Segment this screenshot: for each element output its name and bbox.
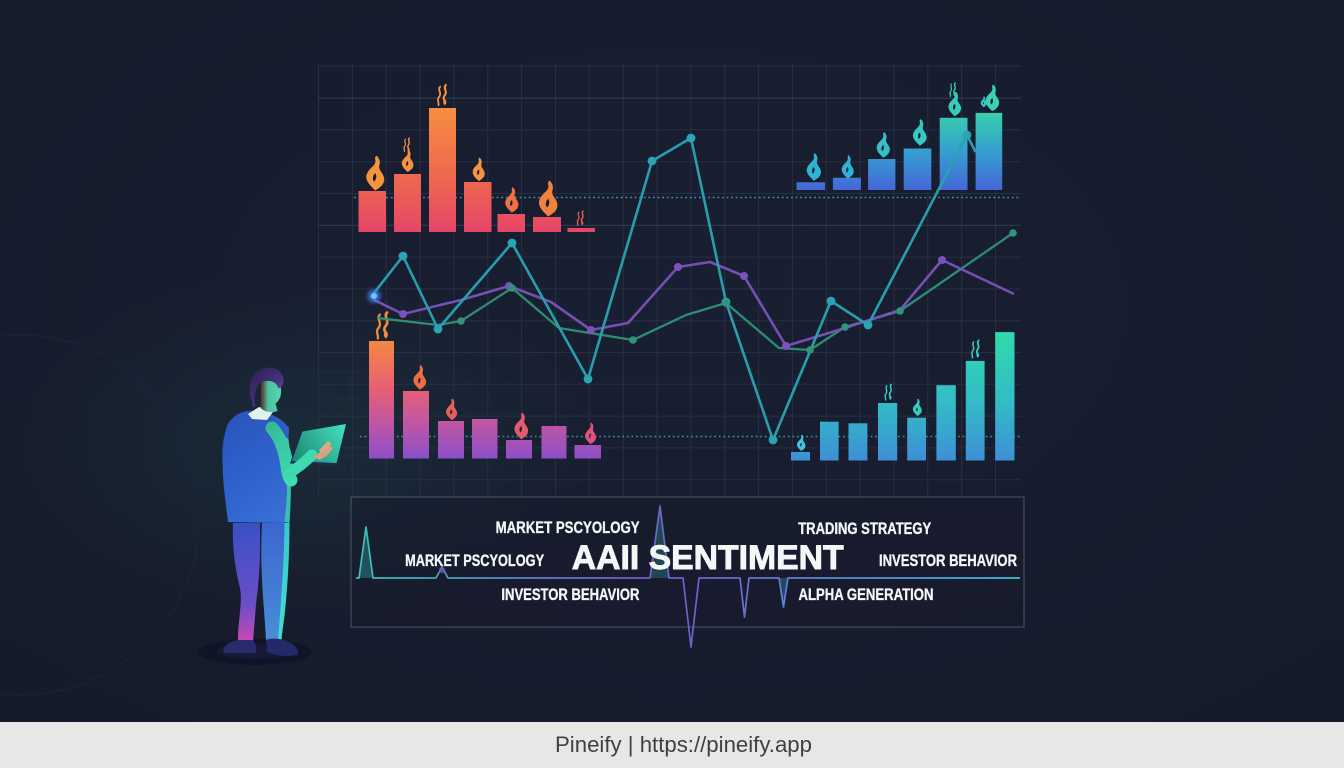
svg-text:AAII SENTIMENT: AAII SENTIMENT (572, 539, 844, 577)
svg-text:MARKET PSCYOLOGY: MARKET PSCYOLOGY (405, 551, 544, 570)
svg-text:Pineify | https://pineify.ap: Pineify | https://pineify.app (555, 732, 812, 757)
svg-text:ALPHA GENERATION: ALPHA GENERATION (799, 585, 934, 604)
svg-text:INVESTOR BEHAVIOR: INVESTOR BEHAVIOR (879, 551, 1017, 570)
svg-text:MARKET PSCYOLOGY: MARKET PSCYOLOGY (496, 518, 641, 537)
svg-text:TRADING STRATEGY: TRADING STRATEGY (798, 519, 932, 538)
svg-text:INVESTOR BEHAVIOR: INVESTOR BEHAVIOR (501, 585, 639, 604)
